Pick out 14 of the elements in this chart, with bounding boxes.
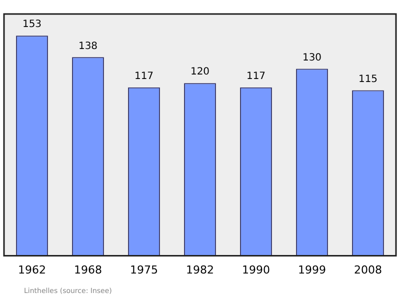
data-label: 115 <box>358 74 378 85</box>
x-tick-label: 1999 <box>298 263 326 276</box>
x-tick-label: 1990 <box>242 263 270 276</box>
x-tick-label: 1975 <box>130 263 158 276</box>
data-label: 117 <box>246 70 266 82</box>
data-label: 130 <box>302 52 322 64</box>
x-tick-label: 1968 <box>74 263 102 276</box>
x-tick-label: 1962 <box>18 263 46 276</box>
data-label: 117 <box>134 70 154 82</box>
x-tick-label: 2008 <box>354 263 382 276</box>
x-tick-label: 1982 <box>186 263 214 276</box>
data-label: 153 <box>22 19 42 30</box>
data-label: 120 <box>190 66 210 78</box>
data-label: 138 <box>78 40 98 52</box>
